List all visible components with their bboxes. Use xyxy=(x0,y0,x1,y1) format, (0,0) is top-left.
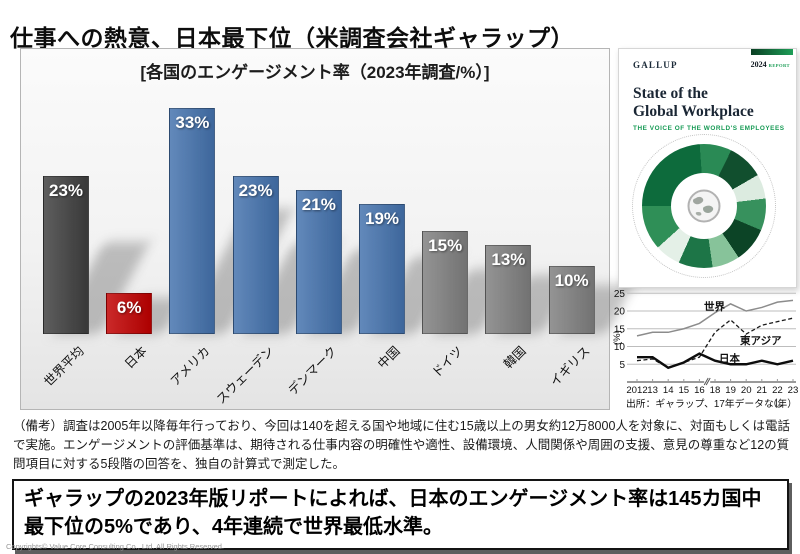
y-tick-label: 10 xyxy=(614,342,626,353)
collage-dotted-ring xyxy=(632,134,776,278)
trend-line-japan xyxy=(637,352,794,370)
bar-chart-title: [各国のエンゲージメント率（2023年調査/%）] xyxy=(140,63,490,82)
cover-title: State of the Global Workplace xyxy=(633,85,754,121)
cover-subtitle: THE VOICE OF THE WORLD'S EMPLOYEES xyxy=(633,125,785,132)
page-title: 仕事への熱意、日本最下位（米調査会社ギャラップ） xyxy=(10,25,574,52)
bar-5: 19% xyxy=(359,203,405,334)
x-tick-label: 21 xyxy=(756,385,767,396)
remarks-note: （備考）調査は2005年以降毎年行っており、今回は140を超える国や地域に住む1… xyxy=(13,419,791,471)
cover-year: 2024 REPORT xyxy=(751,60,790,69)
bar-2: 33% xyxy=(169,107,216,334)
axis-break-mask xyxy=(704,378,711,386)
bar-value-label: 23% xyxy=(238,181,273,201)
x-axis-unit-note: （年） xyxy=(768,397,797,410)
axis-break-mark xyxy=(705,377,711,386)
x-tick-label: 14 xyxy=(663,385,674,396)
bar-1: 6% xyxy=(106,292,153,334)
bar-value-label: 33% xyxy=(175,112,210,132)
bar-value-label: 10% xyxy=(554,270,589,290)
highlight-box: ギャラップの2023年版リポートによれば、日本のエンゲージメント率は145カ国中… xyxy=(12,479,789,551)
y-tick-label: 15 xyxy=(614,324,626,335)
bar-value-label: 23% xyxy=(48,181,84,201)
gallup-logo: GALLUP xyxy=(633,60,678,70)
x-tick-label: 23 xyxy=(788,385,799,396)
bar-value-label: 19% xyxy=(364,208,400,228)
trend-line-world xyxy=(636,299,794,337)
bar-value-label: 15% xyxy=(428,236,463,256)
y-tick-label: 20 xyxy=(614,307,626,318)
bar-8: 10% xyxy=(548,265,595,334)
series-label-world: 世界 xyxy=(704,300,725,313)
x-tick-label: 18 xyxy=(710,385,721,396)
x-tick-label: 2012 xyxy=(626,385,647,396)
y-tick-label: 25 xyxy=(614,289,626,300)
bar-4: 21% xyxy=(295,190,342,334)
copyright-note: Copyrights© Value Core Consulting Co., L… xyxy=(6,542,224,551)
x-tick-label: 22 xyxy=(772,385,783,396)
bar-value-label: 21% xyxy=(301,195,336,215)
source-note: 出所：ギャラップ、17年データなし xyxy=(626,397,784,410)
x-tick-label: 16 xyxy=(694,385,705,396)
bar-chart-plot: 23% 世界平均 6% 日本 33% アメリカ 23% スウェーデン 21% デンマーク 19% 中国… xyxy=(21,49,633,409)
gallup-report-cover: GALLUP 2024 REPORT State of the Global W… xyxy=(618,48,797,288)
cover-report-word: REPORT xyxy=(768,63,790,68)
bar-value-label: 6% xyxy=(116,297,142,317)
series-label-east-asia: 東アジア xyxy=(740,334,782,347)
trend-chart-svg: 5 10 15 20 25 2012 13 14 15 16 18 19 20 21 22 23 世界東アジア日… xyxy=(612,289,799,410)
x-tick-label: 20 xyxy=(741,385,752,396)
bar-value-label: 13% xyxy=(491,249,526,269)
cover-title-line2: Global Workplace xyxy=(633,102,754,120)
globe-icon xyxy=(686,188,722,224)
x-tick-label: 19 xyxy=(725,385,736,396)
cover-year-number: 2024 xyxy=(750,60,767,69)
y-axis-unit-label: (%) xyxy=(613,330,623,345)
cover-title-line1: State of the xyxy=(633,85,708,102)
bar-7: 13% xyxy=(485,244,532,334)
series-label-japan: 日本 xyxy=(719,352,740,365)
bar-chart-section: [各国のエンゲージメント率（2023年調査/%）] 23% 世界平均 6% 日本 33%… xyxy=(20,48,633,410)
axis-break-mark xyxy=(703,377,709,386)
bar-0: 23% xyxy=(43,176,89,334)
bar-3: 23% xyxy=(232,176,279,334)
y-tick-label: 5 xyxy=(619,360,625,371)
cover-green-bar xyxy=(751,49,793,55)
x-tick-label: 15 xyxy=(678,385,689,396)
trend-chart-section: 5 10 15 20 25 2012 13 14 15 16 18 19 20 21 22 23 世界東アジア日… xyxy=(612,288,800,418)
bar-6: 15% xyxy=(422,231,469,334)
x-tick-label: 13 xyxy=(647,385,658,396)
cover-collage xyxy=(632,134,776,278)
